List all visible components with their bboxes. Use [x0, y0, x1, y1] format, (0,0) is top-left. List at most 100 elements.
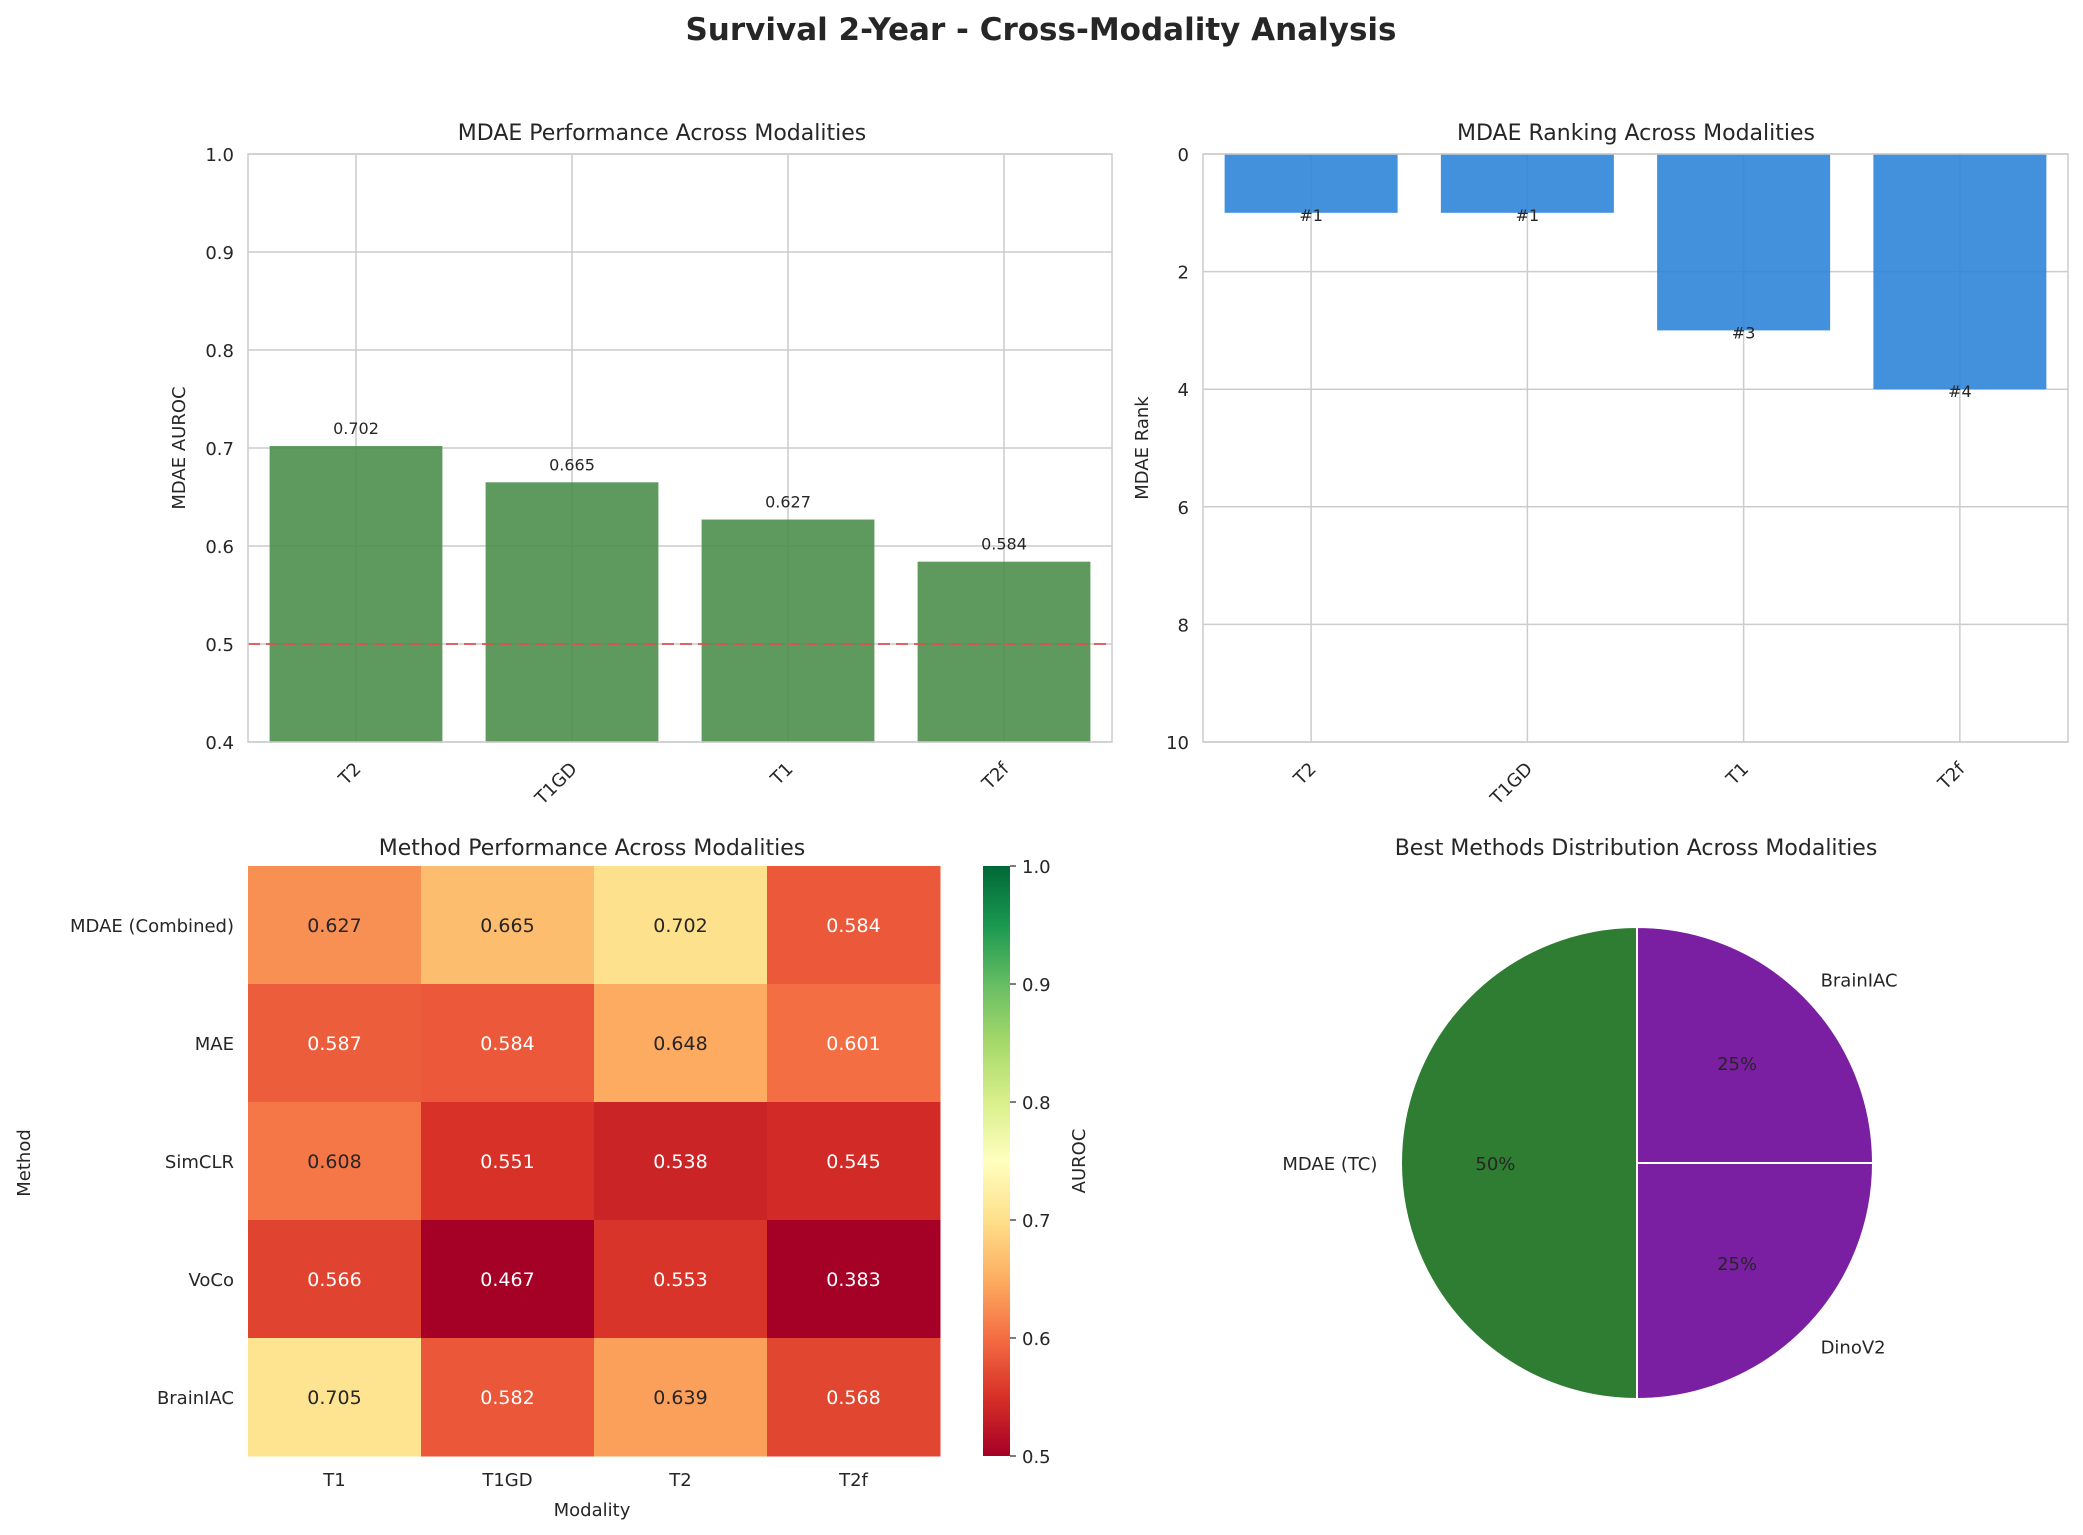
heatmap-cell [767, 866, 941, 985]
heatmap-row-label: MAE [195, 1034, 234, 1055]
bar-value-label: 0.584 [981, 535, 1027, 554]
heatmap-cell-value: 0.648 [653, 1033, 707, 1055]
heatmap-cell [421, 1102, 595, 1221]
colorbar-label: AUROC [1069, 1129, 1090, 1194]
heatmap-cell-value: 0.608 [307, 1151, 361, 1173]
pie-slice [1636, 1162, 1875, 1401]
y-tick-label: 1.0 [205, 145, 234, 166]
colorbar-tick-label: 0.6 [1022, 1329, 1051, 1350]
ranking-plot-frame [1202, 153, 2069, 743]
colorbar-tick-label: 0.7 [1022, 1211, 1051, 1232]
heatmap-cell [767, 1338, 941, 1457]
y-tick-label: 0.4 [205, 733, 234, 754]
bar-value-label: #3 [1732, 323, 1756, 342]
bar-value-label: #1 [1299, 206, 1323, 225]
pie-category-label: MDAE (TC) [1282, 1154, 1377, 1175]
performance-y-axis-label: MDAE AUROC [169, 386, 190, 509]
performance-bars [269, 446, 1091, 742]
heatmap-cell-value: 0.584 [480, 1033, 534, 1055]
x-tick-label: T2f [1933, 758, 1969, 794]
pie-percent-label: 50% [1475, 1154, 1515, 1175]
figure-title: Survival 2-Year - Cross-Modality Analysi… [685, 12, 1396, 48]
heatmap-cell-value: 0.665 [480, 915, 534, 937]
heatmap-cell-value: 0.587 [307, 1033, 361, 1055]
x-tick-label: T1 [1722, 759, 1753, 790]
y-tick-label: 0 [1178, 145, 1189, 166]
colorbar-tick-label: 0.9 [1022, 975, 1051, 996]
performance-chart-title: MDAE Performance Across Modalities [458, 121, 866, 146]
heatmap-cell [421, 984, 595, 1103]
ranking-x-ticks: T2 T1GD T1 T2f [1289, 758, 1970, 810]
y-tick-label: 0.6 [205, 537, 234, 558]
y-tick-label: 0.8 [205, 341, 234, 362]
ranking-bars [1224, 154, 2047, 390]
heatmap-cell-value: 0.639 [653, 1387, 707, 1409]
y-tick-label: 8 [1178, 615, 1189, 636]
x-tick-label: T1GD [1486, 759, 1537, 810]
heatmap-cell-value: 0.566 [307, 1269, 361, 1291]
ranking-y-axis-label: MDAE Rank [1132, 396, 1153, 500]
heatmap-cell [421, 1220, 595, 1339]
heatmap-cell-value: 0.568 [826, 1387, 880, 1409]
performance-x-ticks: T2 T1GD T1 T2f [334, 758, 1014, 810]
colorbar-tick-label: 1.0 [1022, 857, 1051, 878]
pie-percent-label: 25% [1717, 1254, 1757, 1275]
performance-plot-frame [247, 153, 1113, 743]
pie-slices [1400, 925, 1875, 1401]
heatmap-column-label: T1GD [481, 1470, 532, 1491]
bar-value-label: #1 [1516, 206, 1540, 225]
colorbar-tick-label: 0.5 [1022, 1447, 1051, 1468]
heatmap-cell [248, 1102, 422, 1221]
heatmap-cell-value: 0.582 [480, 1387, 534, 1409]
bar-value-label: #4 [1948, 382, 1972, 401]
heatmap-cell [594, 1220, 768, 1339]
colorbar-tick-label: 0.8 [1022, 1093, 1051, 1114]
performance-y-ticks: 0.4 0.5 0.6 0.7 0.8 0.9 1.0 [205, 145, 234, 754]
bar-T2f [917, 561, 1091, 742]
ranking-chart-title: MDAE Ranking Across Modalities [1457, 121, 1815, 146]
bar-T1GD [485, 482, 659, 742]
heatmap-cell-value: 0.627 [307, 915, 361, 937]
pie-category-label: BrainIAC [1821, 970, 1898, 991]
y-tick-label: 6 [1178, 498, 1189, 519]
best-methods-pie-chart: 50% MDAE (TC) 25% DinoV2 25% BrainIAC Best Me… [1282, 836, 1898, 1401]
heatmap-cells: 0.627 0.665 0.702 0.584 0.587 0.584 0.648 0.601… [248, 866, 941, 1457]
bar-T1 [1657, 154, 1831, 331]
colorbar [983, 866, 1010, 1456]
bar-value-label: 0.665 [549, 455, 595, 474]
heatmap-cell-value: 0.383 [826, 1269, 880, 1291]
heatmap-cell-value: 0.702 [653, 915, 707, 937]
heatmap-cell [421, 866, 595, 985]
heatmap-column-label: T1 [322, 1470, 345, 1491]
method-performance-heatmap: 0.627 0.665 0.702 0.584 0.587 0.584 0.648 0.601… [14, 836, 1090, 1521]
heatmap-title: Method Performance Across Modalities [379, 836, 805, 861]
bar-T2 [269, 446, 443, 742]
y-tick-label: 0.5 [205, 635, 234, 656]
heatmap-cell-value: 0.705 [307, 1387, 361, 1409]
ranking-y-ticks: 0 2 4 6 8 10 [1166, 145, 1189, 754]
bar-T2f [1873, 154, 2047, 390]
heatmap-column-label: T2f [838, 1470, 868, 1491]
heatmap-cell [767, 1102, 941, 1221]
x-tick-label: T2 [1289, 759, 1320, 790]
x-tick-label: T1GD [530, 759, 581, 810]
heatmap-row-label: VoCo [188, 1270, 234, 1291]
y-tick-label: 10 [1166, 733, 1189, 754]
bar-value-label: 0.627 [765, 493, 811, 512]
y-tick-label: 4 [1178, 380, 1189, 401]
bar-T1GD [1440, 154, 1614, 213]
heatmap-cell [421, 1338, 595, 1457]
x-tick-label: T2 [334, 759, 365, 790]
heatmap-cell [248, 1220, 422, 1339]
bar-value-label: 0.702 [333, 419, 379, 438]
heatmap-cell [248, 1338, 422, 1457]
heatmap-y-axis-label: Method [14, 1129, 35, 1197]
heatmap-cell-value: 0.545 [826, 1151, 880, 1173]
heatmap-cell [594, 984, 768, 1103]
heatmap-row-label: MDAE (Combined) [70, 916, 234, 937]
pie-category-label: DinoV2 [1821, 1338, 1886, 1359]
performance-value-labels: 0.702 0.665 0.627 0.584 [333, 419, 1027, 554]
heatmap-cell [767, 1220, 941, 1339]
y-tick-label: 0.9 [205, 243, 234, 264]
